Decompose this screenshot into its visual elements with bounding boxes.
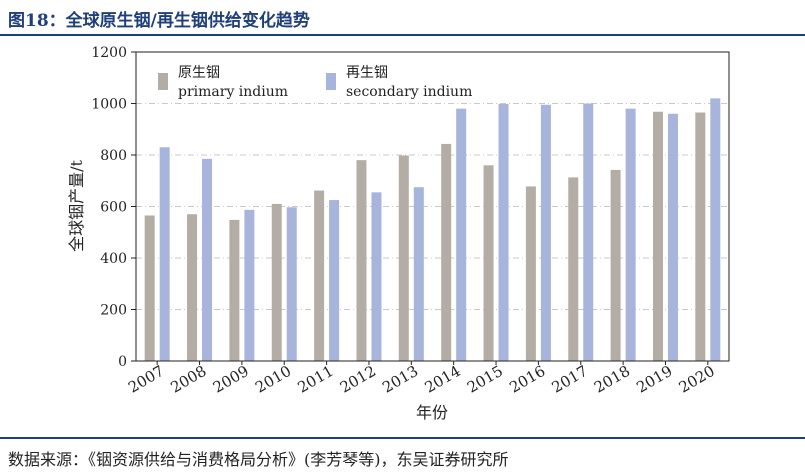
bar-primary bbox=[356, 160, 367, 361]
legend-swatch-secondary bbox=[326, 73, 336, 90]
bar-primary bbox=[229, 219, 240, 361]
bar-secondary bbox=[498, 104, 509, 361]
bar-primary bbox=[187, 214, 198, 361]
bar-secondary bbox=[202, 158, 213, 361]
legend-swatch-primary bbox=[158, 73, 168, 90]
bar-primary bbox=[398, 155, 409, 361]
bar-secondary bbox=[413, 187, 424, 361]
bar-secondary bbox=[625, 108, 636, 362]
legend-label-primary-cn: 原生铟 bbox=[178, 65, 220, 81]
y-axis-label: 全球铟产量/t bbox=[67, 160, 86, 252]
plot-frame bbox=[135, 51, 730, 362]
figure-title: 图18：全球原生铟/再生铟供给变化趋势 bbox=[8, 11, 310, 31]
bar-primary bbox=[314, 190, 325, 361]
bar-secondary bbox=[286, 207, 297, 361]
y-tick-label: 200 bbox=[100, 303, 127, 319]
bar-secondary bbox=[540, 104, 551, 361]
bar-primary bbox=[441, 143, 452, 361]
y-tick-label: 1200 bbox=[91, 45, 127, 61]
title-divider bbox=[0, 34, 805, 36]
bar-primary bbox=[652, 111, 663, 362]
x-axis-label: 年份 bbox=[416, 403, 448, 422]
bar-secondary bbox=[710, 98, 721, 361]
legend-label-secondary-cn: 再生铟 bbox=[346, 65, 388, 81]
bar-primary bbox=[568, 177, 579, 361]
bar-secondary bbox=[371, 192, 382, 361]
bar-secondary bbox=[159, 147, 170, 361]
source-note: 数据来源：《铟资源供给与消费格局分析》(李芳琴等)，东吴证券研究所 bbox=[8, 450, 509, 469]
bar-secondary bbox=[329, 200, 340, 361]
bar-primary bbox=[525, 186, 536, 361]
y-tick-label: 400 bbox=[100, 251, 127, 267]
bar-primary bbox=[610, 169, 621, 361]
bar-primary bbox=[144, 215, 155, 361]
bar-secondary bbox=[583, 103, 594, 361]
y-tick-label: 800 bbox=[100, 148, 127, 164]
footer-divider bbox=[0, 437, 805, 439]
bar-primary bbox=[695, 112, 706, 361]
bar-secondary bbox=[667, 113, 678, 361]
y-tick-label: 1000 bbox=[91, 97, 127, 113]
bars bbox=[144, 98, 721, 362]
bar-primary bbox=[483, 165, 494, 361]
bar-secondary bbox=[456, 108, 467, 362]
bar-secondary bbox=[244, 209, 255, 361]
legend-label-primary-en: primary indium bbox=[178, 84, 288, 100]
y-axis: 0 200 400 600 800 1000 1200 bbox=[91, 45, 136, 370]
bar-primary bbox=[271, 203, 282, 361]
y-tick-label: 0 bbox=[118, 354, 127, 370]
legend: 原生铟 primary indium 再生铟 secondary indium bbox=[158, 65, 472, 100]
y-tick-label: 600 bbox=[100, 200, 127, 216]
legend-label-secondary-en: secondary indium bbox=[346, 84, 472, 100]
